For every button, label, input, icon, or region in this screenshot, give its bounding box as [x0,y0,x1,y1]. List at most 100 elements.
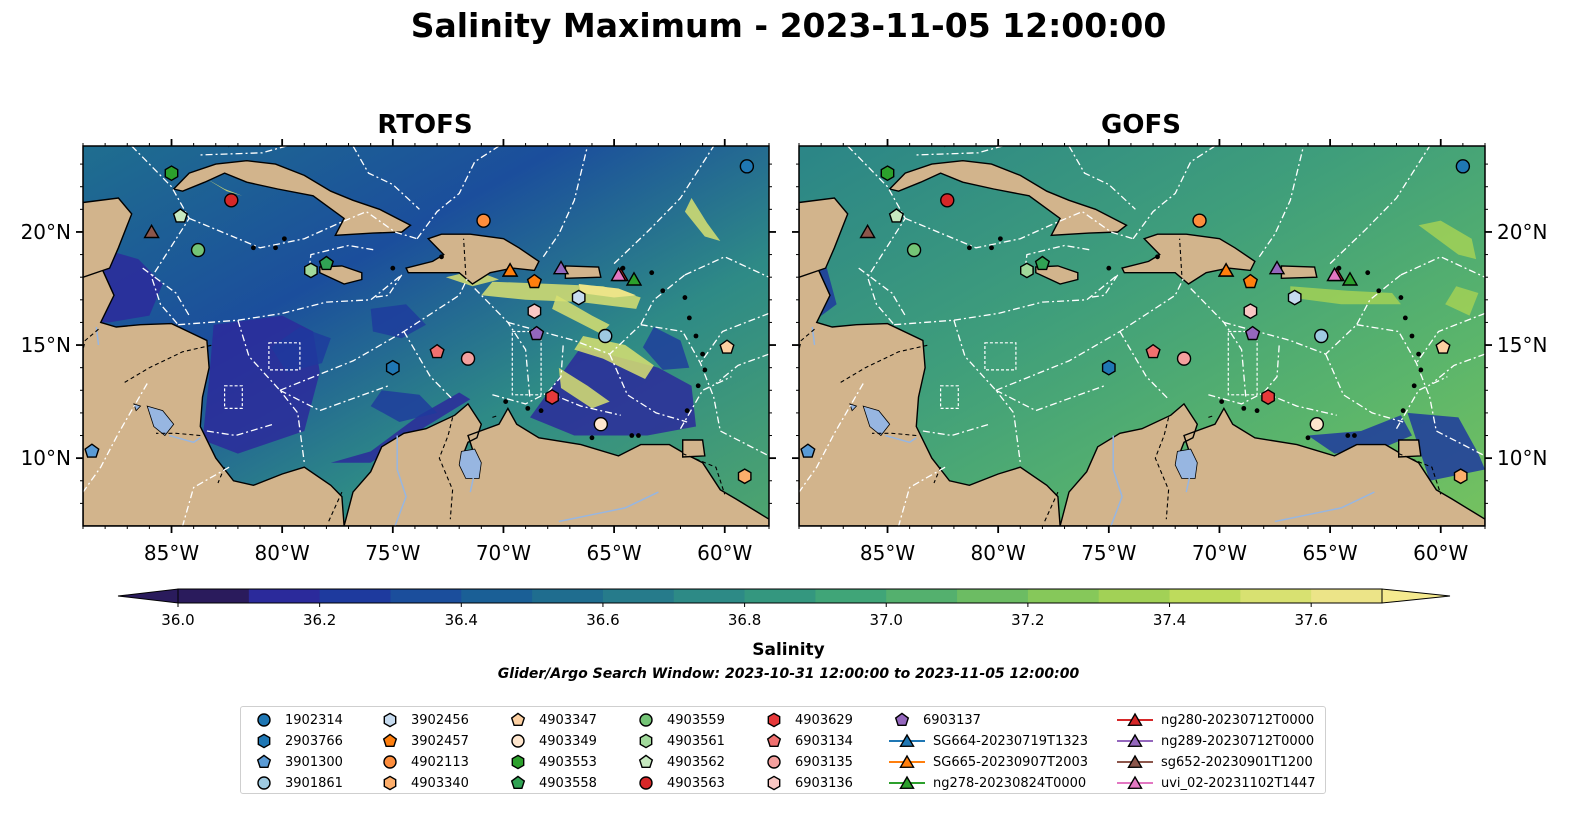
marker-4903629 [545,389,559,406]
legend-marker [639,713,653,727]
eez-boundary [1395,376,1448,430]
land-jamaica [1035,265,1079,285]
eez-boundary [799,383,864,493]
legend-marker [510,712,526,727]
eez-boundary [1088,274,1119,299]
legend-marker-icon [767,775,781,791]
legend-item: 3902457 [377,731,469,751]
marker-SG665-20230907T2003 [501,262,519,277]
map-frame [798,145,1486,527]
colorbar-segment [957,589,1029,603]
marker-4903563 [940,193,955,208]
legend-label: ng280-20230712T0000 [1161,712,1315,728]
marker-4902113 [1192,213,1207,228]
marker-6903135 [460,351,476,366]
legend-marker-icon [889,733,925,748]
marker-4902113 [476,213,491,228]
legend-item: 4903629 [761,710,853,730]
land-cuba [172,159,412,237]
land-southAmerica [1059,402,1485,526]
colorbar-tick-label: 37.4 [1153,611,1186,629]
colorbar-segment [1311,589,1383,603]
legend-item: uvi_02-20231102T1447 [1117,773,1315,793]
lon-tick-label: 75°W [1081,541,1136,565]
legend-marker-icon [256,754,272,769]
eez-boundary [684,256,769,278]
land-trinidad [1398,439,1422,458]
eez-boundary [1258,146,1305,258]
colorbar-segment [1240,589,1312,603]
colorbar-segment [673,589,746,603]
legend-marker-icon [894,712,910,727]
marker-6903135 [1176,351,1192,366]
marker-4903558 [318,255,335,271]
legend-marker-icon [1117,754,1153,769]
legend-item: 1902314 [251,710,343,730]
marker-sg652-20230901T1200 [859,223,876,239]
eez-boundary [922,423,990,437]
lake [1174,448,1198,479]
eez-boundary [237,320,305,463]
lat-tick-label: 10°N [21,446,71,470]
lon-tick-label: 80°W [255,541,310,565]
eez-boundary [897,466,946,526]
marker-3902456 [1287,289,1302,306]
legend-marker-icon [767,755,781,769]
eez-boundary [83,383,148,493]
colorbar-segment [886,589,958,603]
lon-tick-label: 60°W [1413,541,1468,565]
lon-tick-label: 60°W [697,541,752,565]
legend-marker-icon [257,733,271,749]
legend-label: sg652-20230901T1200 [1161,754,1313,770]
colorbar-extend-max [1381,588,1451,604]
marker-4903553 [880,165,895,182]
marker-1902314 [739,159,755,174]
eez-boundary [914,146,1003,156]
lon-tick-label: 80°W [971,541,1026,565]
legend-item: 4903559 [633,710,725,730]
legend-marker-icon [257,776,271,790]
eez-boundary [188,210,418,249]
legend-item: 4903349 [505,731,597,751]
legend-item: 4903562 [633,752,725,772]
legend-marker [256,754,272,769]
legend-marker [639,776,653,790]
legend-marker-icon [383,775,397,791]
marker-4903340 [1453,468,1468,485]
legend-marker-icon [638,754,654,769]
legend-label: 4903562 [667,754,725,770]
legend-label: 3902457 [411,733,469,749]
marker-6903134 [429,343,445,359]
legend-label: 3902456 [411,712,469,728]
colorbar-segment [602,589,675,603]
colorbar-segment [1169,589,1241,603]
eez-boundary [372,274,403,299]
legend-marker [383,775,397,791]
lon-tick-label: 85°W [860,541,915,565]
marker-ng289-20230712T0000 [1268,260,1286,275]
marker-uvi_02-20231102T1447 [610,266,627,282]
legend-marker [639,733,653,749]
marker-2903766 [1101,359,1116,376]
lat-tick-label: 20°N [21,220,71,244]
marker-3901300 [84,443,100,458]
legend-item: 6903135 [761,752,853,772]
marker-6903137 [1244,325,1261,341]
marker-4903347 [719,339,735,354]
legend-marker-icon [639,776,653,790]
legend-item: 3901861 [251,773,343,793]
eez-boundary [894,274,1119,326]
eez-boundary [542,146,589,258]
colorbar-extend-min [117,588,179,604]
legend-marker [899,754,915,769]
search-window-text: Glider/Argo Search Window: 2023-10-31 12… [497,666,1080,682]
colorbar-segment [461,589,533,603]
land-yucatan [799,197,849,278]
rtofs-salinity-map: 85°W 80°W 75°W 70°W 65°W 60°W 20°N 15°N 10°N [21,139,776,565]
legend-item: ng280-20230712T0000 [1117,710,1314,730]
legend-marker-icon [511,734,525,748]
legend-marker-icon [1117,775,1153,790]
colorbar-tick-label: 36.6 [586,611,619,629]
eez-boundary [679,376,732,430]
marker-sg652-20230901T1200 [143,223,160,239]
